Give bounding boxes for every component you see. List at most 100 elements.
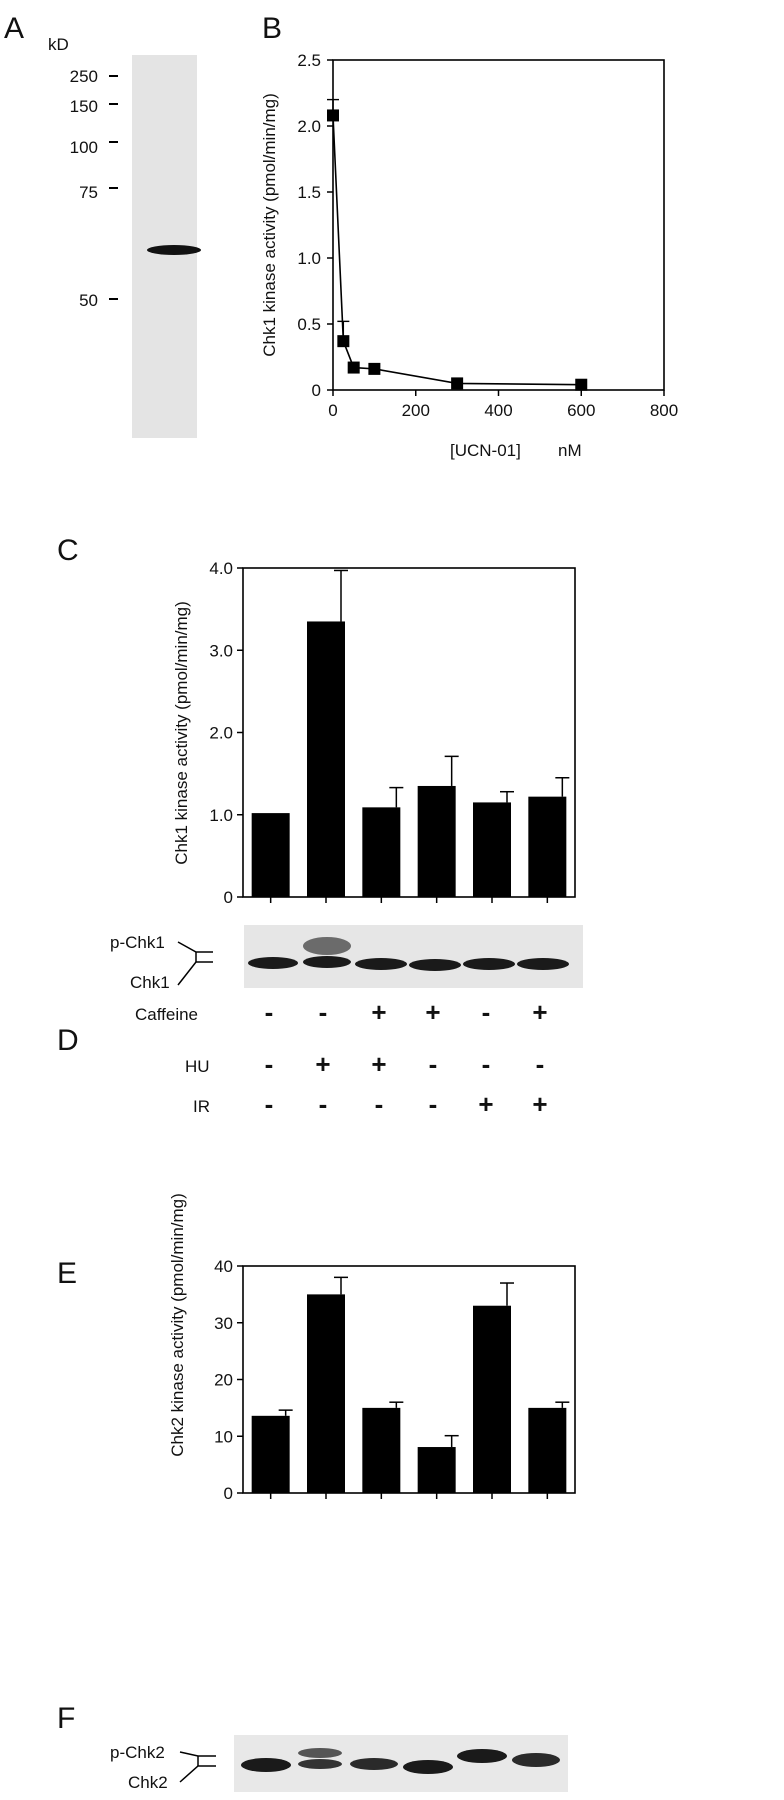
chart-c-bar [528, 796, 567, 897]
treatment-label-hu: HU [185, 1057, 210, 1076]
chart-b-ytick-label: 0.5 [297, 315, 321, 334]
chart-e-bar [251, 1415, 290, 1493]
chart-c-bar [473, 802, 511, 897]
treatment-label-caffeine: Caffeine [135, 1005, 198, 1024]
chart-b-ytick-label: 2.5 [297, 51, 321, 70]
chart-c-ytick-label: 0 [224, 888, 233, 907]
blot-d-band-5 [463, 958, 515, 970]
chart-b-ytick-label: 2.0 [297, 117, 321, 136]
treatment-sign: - [482, 997, 491, 1027]
gel-a: kD 250 150 100 75 50 [48, 35, 201, 438]
blot-f-band-1 [241, 1758, 291, 1772]
treatment-sign: - [319, 1089, 328, 1119]
chart-b: Chk1 kinase activity (pmol/min/mg) [UCN-… [260, 51, 678, 460]
chart-e-ytick-label: 40 [214, 1257, 233, 1276]
blot-d-pband-2 [303, 937, 351, 955]
chart-b-ylabel: Chk1 kinase activity (pmol/min/mg) [260, 93, 279, 357]
treatment-sign: + [371, 1049, 386, 1079]
blot-f-label-pchk2: p-Chk2 [110, 1743, 165, 1762]
panel-label-f: F [57, 1702, 75, 1735]
chart-e-bar [362, 1407, 401, 1493]
chart-e-ylabel: Chk2 kinase activity (pmol/min/mg) [168, 1193, 187, 1457]
treatment-sign: + [478, 1089, 493, 1119]
chart-e-bar [528, 1407, 567, 1493]
blot-d-label-chk1: Chk1 [130, 973, 170, 992]
blot-f-label-chk2: Chk2 [128, 1773, 168, 1792]
chart-b-xtick-label: 800 [650, 401, 678, 420]
treatment-sign: - [429, 1089, 438, 1119]
chart-b-xtick-label: 400 [484, 401, 512, 420]
blot-f-band-2 [298, 1759, 342, 1769]
chart-b-data-point [347, 361, 360, 374]
treatment-sign: + [532, 997, 547, 1027]
panel-label-e: E [57, 1257, 77, 1290]
treatment-sign: - [265, 997, 274, 1027]
gel-a-marker-150: 150 [70, 97, 118, 116]
blot-f-band-6 [512, 1753, 560, 1767]
treatment-sign: - [482, 1049, 491, 1079]
blot-f: p-Chk2 Chk2 [110, 1735, 568, 1792]
panel-label-a: A [4, 12, 24, 45]
chart-b-xunit: nM [558, 441, 582, 460]
blot-d-leader-chk1 [177, 961, 213, 986]
gel-a-unit-label: kD [48, 35, 69, 54]
chart-c-frame [242, 567, 576, 898]
chart-b-ytick-label: 1.5 [297, 183, 321, 202]
chart-e-ytick-label: 20 [214, 1371, 233, 1390]
chart-e: Chk2 kinase activity (pmol/min/mg) 0 10 20… [168, 1193, 576, 1503]
chart-b-data-point [337, 335, 350, 348]
chart-e-ytick-label: 0 [224, 1484, 233, 1503]
chart-b-xtick-label: 200 [402, 401, 430, 420]
gel-a-band [147, 245, 201, 255]
chart-b-xtick-label: 0 [328, 401, 337, 420]
chart-c-bar [251, 813, 290, 897]
blot-d-band-6 [517, 958, 569, 970]
treatment-label-ir: IR [193, 1097, 210, 1116]
marker-label-50: 50 [79, 291, 98, 310]
marker-label-100: 100 [70, 138, 98, 157]
chart-c-bar [417, 785, 456, 897]
blot-f-band-3 [350, 1758, 398, 1770]
treatment-sign: + [425, 997, 440, 1027]
chart-c: Chk1 kinase activity (pmol/min/mg) 0 1.0 2… [172, 559, 576, 907]
marker-label-250: 250 [70, 67, 98, 86]
blot-d-label-pchk1: p-Chk1 [110, 933, 165, 952]
blot-d-band-1 [248, 957, 298, 969]
chart-b-data-point [575, 378, 588, 391]
chart-b-data-point [327, 109, 339, 122]
chart-c-ylabel: Chk1 kinase activity (pmol/min/mg) [172, 601, 191, 865]
blot-d-band-2 [303, 956, 351, 968]
treatment-sign: + [315, 1049, 330, 1079]
treatment-table: Caffeine HU IR - - + + - + - + + - - - - - - - + + [135, 997, 548, 1119]
panel-label-b: B [262, 12, 282, 45]
gel-a-marker-250: 250 [70, 67, 118, 86]
treatment-sign: - [319, 997, 328, 1027]
chart-e-ytick-label: 10 [214, 1427, 233, 1446]
blot-d: p-Chk1 Chk1 [110, 925, 583, 992]
gel-a-marker-100: 100 [70, 138, 118, 157]
chart-e-frame [242, 1265, 576, 1494]
chart-b-ytick-label: 1.0 [297, 249, 321, 268]
marker-label-150: 150 [70, 97, 98, 116]
chart-e-bar [473, 1305, 511, 1493]
chart-e-ytick-label: 30 [214, 1314, 233, 1333]
chart-c-ytick-label: 2.0 [209, 724, 233, 743]
chart-e-bar [417, 1447, 456, 1493]
blot-f-band-4 [403, 1760, 453, 1774]
panel-label-c: C [57, 534, 79, 567]
treatment-sign: + [532, 1089, 547, 1119]
chart-b-ytick-label: 0 [312, 381, 321, 400]
blot-d-leader-pchk1 [177, 941, 213, 953]
chart-b-frame [332, 59, 665, 391]
treatment-sign: - [536, 1049, 545, 1079]
treatment-sign: - [429, 1049, 438, 1079]
treatment-sign: - [375, 1089, 384, 1119]
chart-c-bar [307, 621, 345, 897]
chart-b-data-point [451, 377, 464, 390]
blot-d-band-3 [355, 958, 407, 970]
chart-e-bar [307, 1294, 345, 1493]
blot-f-leader-pchk2 [179, 1751, 216, 1757]
chart-b-data-point [368, 362, 381, 375]
treatment-sign: + [371, 997, 386, 1027]
